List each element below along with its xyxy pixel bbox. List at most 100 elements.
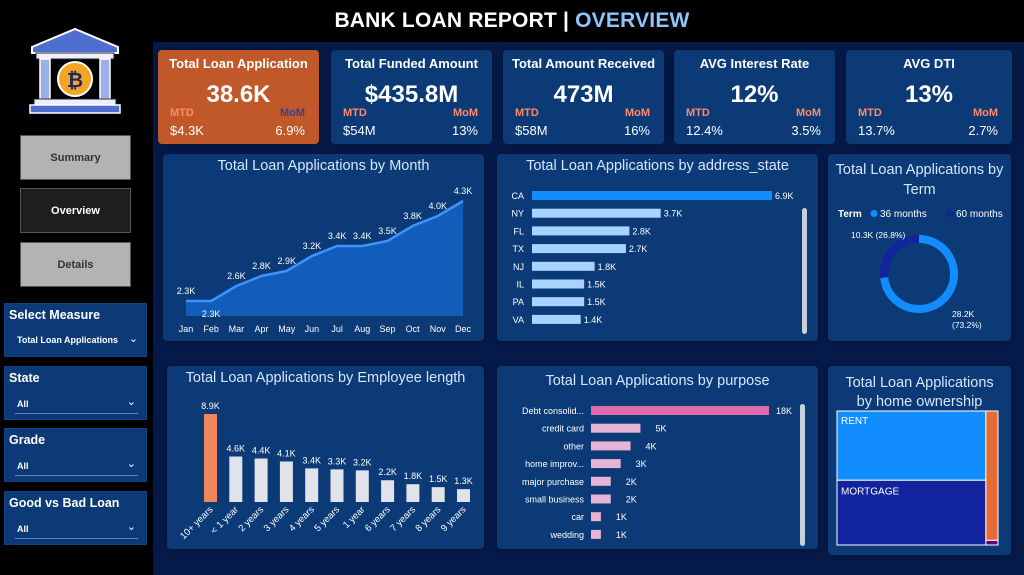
data-label: 1K xyxy=(616,530,627,540)
bar xyxy=(532,208,661,218)
bar xyxy=(532,297,585,307)
bar xyxy=(457,489,470,502)
kpi-avg-interest-rate[interactable]: AVG Interest Rate 12% MTD MoM 12.4% 3.5% xyxy=(674,50,835,144)
kpi-mom-label: MoM xyxy=(972,107,998,119)
chart-panel-by-term[interactable]: Total Loan Applications by Term Term 36 m… xyxy=(828,154,1011,341)
filter-label: Good vs Bad Loan xyxy=(9,496,120,510)
data-label: 4.4K xyxy=(252,445,271,455)
chart-title: Total Loan Applications by home ownershi… xyxy=(845,375,994,410)
chevron-down-icon[interactable]: ⌄ xyxy=(126,458,136,470)
data-label: 1.3K xyxy=(454,476,473,486)
data-label: 1.4K xyxy=(584,315,603,325)
svg-text:₿: ₿ xyxy=(67,70,83,92)
y-tick-label: car xyxy=(571,512,584,522)
kpi-label: Total Funded Amount xyxy=(345,56,478,71)
bar xyxy=(381,480,395,502)
scrollbar[interactable] xyxy=(802,208,807,334)
y-tick-label: Debt consolid... xyxy=(522,406,584,416)
legend-label: 36 months xyxy=(880,209,927,220)
kpi-mom-label: MoM xyxy=(279,107,305,119)
x-tick-label: Aug xyxy=(354,324,370,334)
y-tick-label: PA xyxy=(513,297,524,307)
y-tick-label: small business xyxy=(525,495,585,505)
scrollbar[interactable] xyxy=(800,404,805,546)
bar xyxy=(532,279,585,289)
filter-select-measure[interactable]: Select Measure Total Loan Applications ⌄ xyxy=(4,303,147,357)
kpi-total-funded-amount[interactable]: Total Funded Amount $435.8M MTD MoM $54M… xyxy=(331,50,492,144)
bar xyxy=(591,512,601,522)
data-label: 2.3K xyxy=(177,286,196,296)
data-label: 2.9K xyxy=(277,256,296,266)
kpi-mom-value: 3.5% xyxy=(791,123,821,138)
bar xyxy=(330,469,344,502)
x-tick-label: 7 years xyxy=(388,504,418,534)
purpose-bar-chart: Debt consolid... 18K credit card 5K other 4K h… xyxy=(522,406,792,540)
data-label: 8.9K xyxy=(201,401,220,411)
chart-panel-by-month[interactable]: Total Loan Applications by Month 2.3K Jan… xyxy=(163,154,484,341)
filter-label: Grade xyxy=(9,433,46,447)
chart-panel-by-employee-length[interactable]: Total Loan Applications by Employee leng… xyxy=(167,366,484,549)
filter-grade[interactable]: Grade All ⌄ xyxy=(4,428,147,482)
bar xyxy=(591,529,601,539)
kpi-total-amount-received[interactable]: Total Amount Received 473M MTD MoM $58M … xyxy=(503,50,664,144)
chevron-down-icon[interactable]: ⌄ xyxy=(128,333,138,345)
nav-overview-button[interactable]: Overview xyxy=(20,188,131,233)
y-tick-label: major purchase xyxy=(522,477,584,487)
kpi-value: 13% xyxy=(904,81,954,108)
x-tick-label: 4 years xyxy=(287,504,317,534)
data-label: 3.4K xyxy=(302,455,321,465)
chart-title: Total Loan Applications by Month xyxy=(217,158,430,174)
chart-panel-by-purpose[interactable]: Total Loan Applications by purpose Debt … xyxy=(497,366,818,549)
data-label: (73.2%) xyxy=(952,320,982,330)
data-label: 1.5K xyxy=(587,280,606,290)
x-tick-label: Feb xyxy=(203,324,219,334)
data-label: 2K xyxy=(626,477,637,487)
data-label: 4.6K xyxy=(227,444,246,454)
x-tick-label: Mar xyxy=(229,324,245,334)
data-label: 4K xyxy=(646,441,657,451)
x-tick-label: 2 years xyxy=(236,504,266,534)
filter-value: All xyxy=(17,461,29,471)
data-label: 2K xyxy=(626,495,637,505)
bar xyxy=(591,476,611,486)
chevron-down-icon[interactable]: ⌄ xyxy=(126,521,136,533)
data-label: 6.9K xyxy=(775,191,794,201)
kpi-total-loan-applications[interactable]: Total Loan Application 38.6K MTD MoM $4.… xyxy=(158,50,319,144)
treemap-cell xyxy=(985,410,999,541)
kpi-mtd-label: MTD xyxy=(343,107,367,119)
bar xyxy=(254,458,268,502)
kpi-mtd-value: $58M xyxy=(515,123,548,138)
nav-details-button[interactable]: Details xyxy=(20,242,131,287)
filter-good-vs-bad-loan[interactable]: Good vs Bad Loan All ⌄ xyxy=(4,491,147,545)
x-tick-label: 8 years xyxy=(414,504,444,534)
filter-state[interactable]: State All ⌄ xyxy=(4,366,147,420)
data-label: 4.3K xyxy=(454,186,473,196)
legend-title: Term xyxy=(838,209,862,220)
data-label: 3.4K xyxy=(328,231,347,241)
data-label: 5K xyxy=(655,424,666,434)
bar xyxy=(229,456,243,502)
x-tick-label: Dec xyxy=(455,324,472,334)
y-tick-label: home improv... xyxy=(525,459,584,469)
legend-marker xyxy=(870,210,878,217)
kpi-mom-label: MoM xyxy=(795,107,821,119)
kpi-value: 473M xyxy=(553,81,614,108)
filter-value: All xyxy=(17,524,29,534)
data-label: 1K xyxy=(616,512,627,522)
kpi-value: 12% xyxy=(730,81,779,108)
nav-summary-button[interactable]: Summary xyxy=(20,135,131,180)
month-area-chart: 2.3K Jan 2.3K Feb 2.6K Mar 2.8K Apr 2.9K May 3.2K J… xyxy=(177,186,473,334)
chart-panel-by-state[interactable]: Total Loan Applications by address_state… xyxy=(497,154,818,341)
kpi-mom-label: MoM xyxy=(452,107,478,119)
data-label: 1.5K xyxy=(429,474,448,484)
kpi-avg-dti[interactable]: AVG DTI 13% MTD MoM 13.7% 2.7% xyxy=(846,50,1012,144)
title-separator: | xyxy=(563,9,570,32)
state-bar-chart: CA 6.9K NY 3.7K FL 2.8K TX 2.7K NJ 1.8K IL 1.5K PA 1.… xyxy=(511,191,794,325)
bar xyxy=(355,470,369,502)
kpi-value: 38.6K xyxy=(206,81,271,108)
y-tick-label: other xyxy=(563,441,584,451)
bank-bitcoin-logo-icon: ₿ xyxy=(26,25,124,117)
chevron-down-icon[interactable]: ⌄ xyxy=(126,396,136,408)
data-label: 2.6K xyxy=(227,271,246,281)
chart-panel-by-home-ownership[interactable]: Total Loan Applications by home ownershi… xyxy=(828,366,1011,555)
